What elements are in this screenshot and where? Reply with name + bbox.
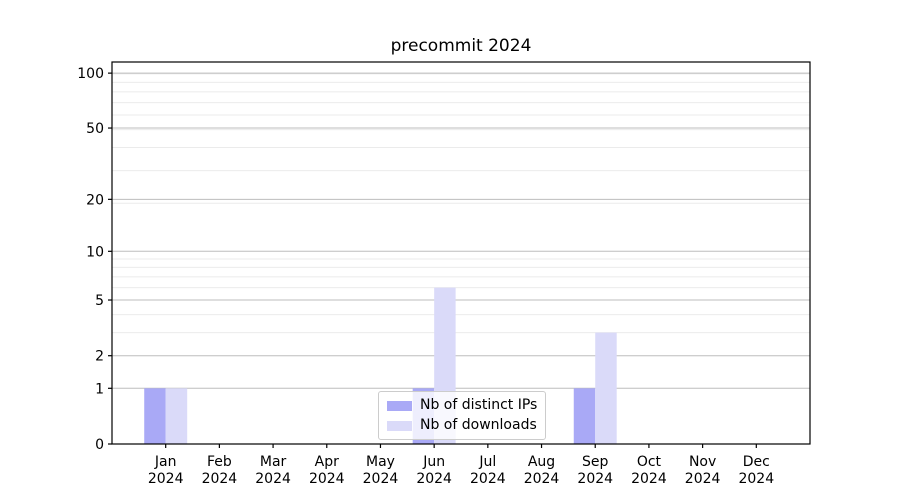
x-tick-label-month: Jun — [422, 454, 445, 470]
legend: Nb of distinct IPs Nb of downloads — [378, 391, 547, 440]
legend-item-downloads: Nb of downloads — [387, 417, 537, 434]
bar-distinct-ips-sep — [573, 388, 596, 444]
y-tick-label: 10 — [86, 244, 104, 260]
y-tick-label: 50 — [86, 121, 104, 137]
x-tick-label-month: Jul — [478, 454, 496, 470]
x-tick-label-month: Jan — [154, 454, 177, 470]
x-tick-label-year: 2024 — [685, 471, 721, 487]
x-tick-label-month: May — [366, 454, 395, 470]
y-tick-label: 20 — [86, 192, 104, 208]
x-tick-label-year: 2024 — [363, 471, 399, 487]
bar-distinct-ips-jan — [144, 388, 166, 444]
x-tick-label-month: Dec — [743, 454, 770, 470]
x-tick-label-year: 2024 — [416, 471, 452, 487]
x-tick-label-year: 2024 — [631, 471, 667, 487]
y-tick-label: 2 — [95, 349, 104, 365]
y-tick-label: 1 — [95, 381, 104, 397]
legend-label-downloads: Nb of downloads — [420, 417, 537, 433]
legend-swatch-distinct-ips — [387, 400, 412, 411]
legend-label-distinct-ips: Nb of distinct IPs — [420, 397, 538, 413]
x-tick-label-year: 2024 — [255, 471, 291, 487]
x-tick-label-year: 2024 — [470, 471, 506, 487]
plot-frame — [111, 61, 811, 445]
bar-downloads-jan — [165, 388, 188, 444]
x-tick-label-year: 2024 — [738, 471, 774, 487]
y-tick-label: 100 — [77, 66, 104, 82]
x-tick-label-year: 2024 — [524, 471, 560, 487]
y-tick-label: 5 — [95, 293, 104, 309]
legend-item-distinct-ips: Nb of distinct IPs — [387, 397, 537, 414]
x-tick-label-month: Oct — [637, 454, 662, 470]
x-tick-label-month: Nov — [689, 454, 716, 470]
chart-title: precommit 2024 — [390, 36, 532, 56]
x-tick-label-month: Feb — [207, 454, 232, 470]
x-tick-label-year: 2024 — [202, 471, 238, 487]
x-tick-label-year: 2024 — [577, 471, 613, 487]
x-tick-label-month: Mar — [260, 454, 287, 470]
x-tick-label-year: 2024 — [148, 471, 184, 487]
x-tick-label-year: 2024 — [309, 471, 345, 487]
x-tick-label-month: Apr — [315, 454, 339, 470]
bar-downloads-sep — [595, 332, 617, 444]
legend-swatch-downloads — [387, 420, 412, 431]
x-tick-label-month: Sep — [582, 454, 609, 470]
y-tick-label: 0 — [95, 437, 104, 453]
x-tick-label-month: Aug — [528, 454, 555, 470]
